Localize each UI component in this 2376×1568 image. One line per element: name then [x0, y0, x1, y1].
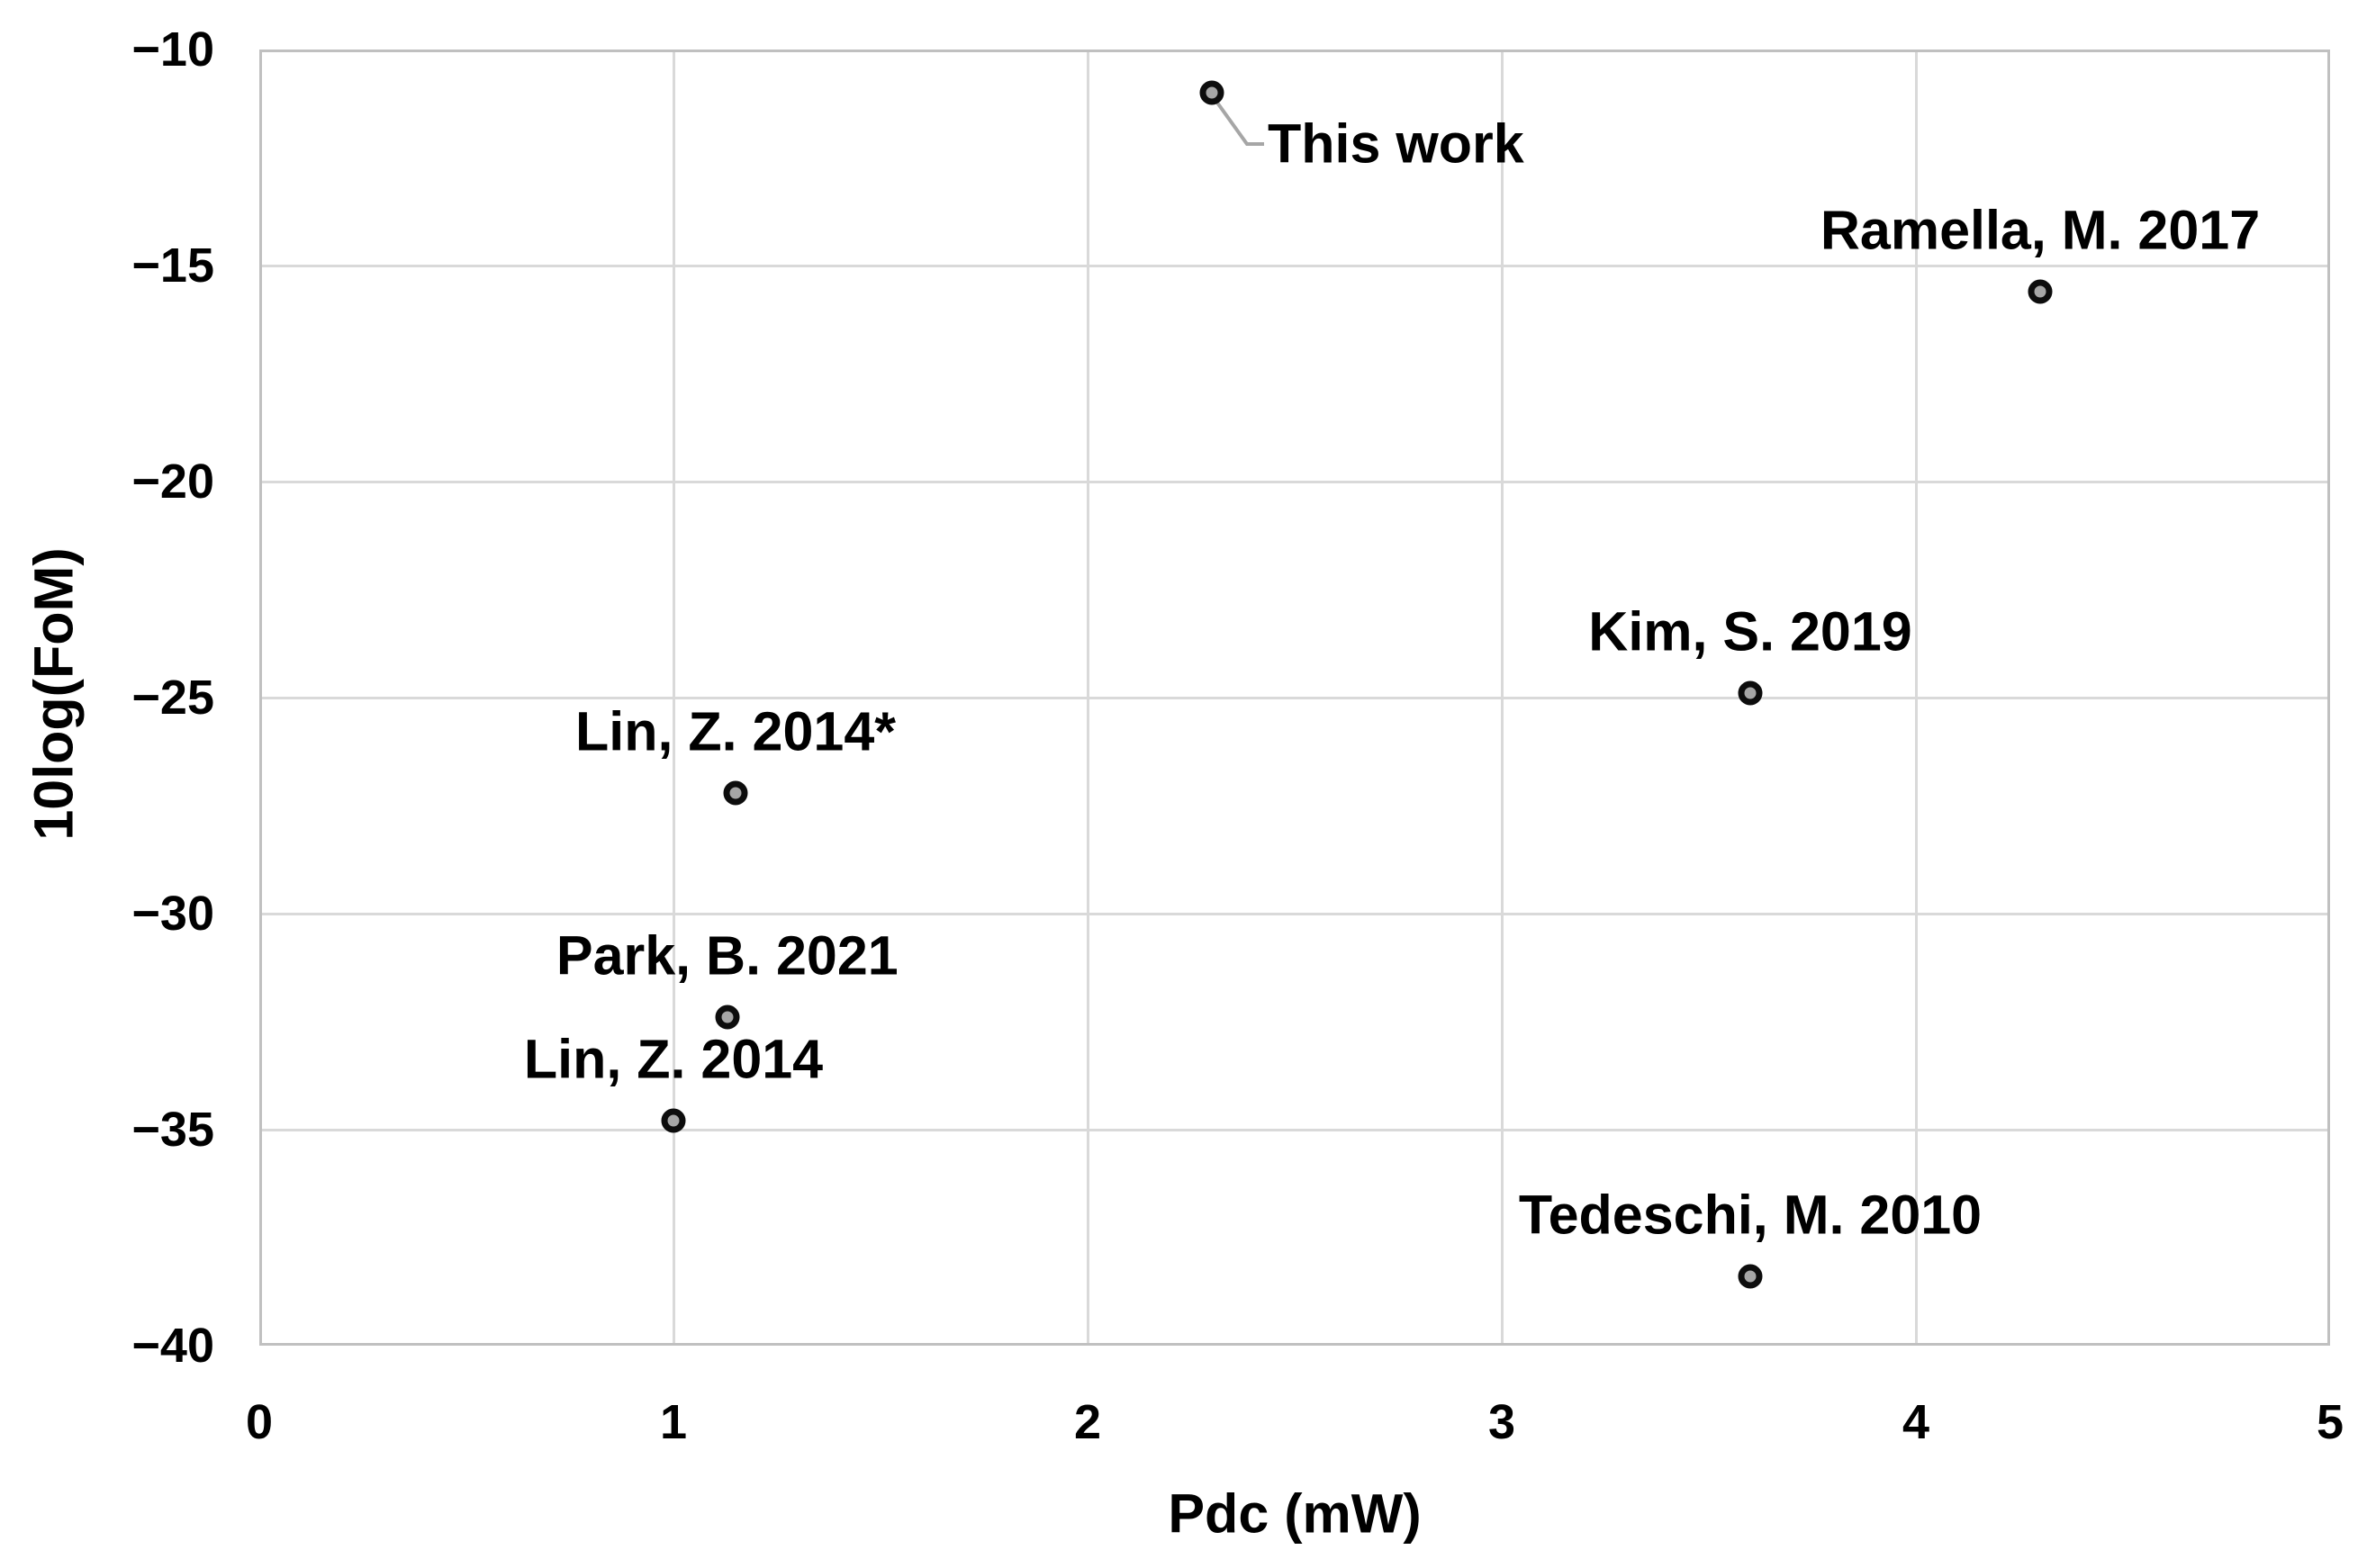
data-point-label: Ramella, M. 2017 — [1820, 199, 2261, 261]
data-point-label: Park, B. 2021 — [556, 924, 899, 987]
data-point — [2028, 279, 2053, 304]
y-axis-title: 10log(FoM) — [23, 547, 85, 841]
data-point — [715, 1005, 740, 1030]
data-point — [1199, 80, 1224, 105]
gridline-horizontal — [262, 912, 2327, 915]
gridline-horizontal — [262, 696, 2327, 699]
y-axis-tick-label: −10 — [131, 23, 214, 77]
data-point-label: Lin, Z. 2014* — [575, 700, 896, 762]
data-point — [661, 1108, 686, 1133]
gridline-horizontal — [262, 480, 2327, 483]
gridline-horizontal — [262, 264, 2327, 267]
x-axis-tick-label: 0 — [245, 1395, 274, 1449]
data-point — [1738, 680, 1763, 706]
data-point-label: Lin, Z. 2014 — [523, 1028, 824, 1090]
data-point-label: This work — [1268, 113, 1524, 175]
y-axis-tick-label: −40 — [131, 1319, 214, 1373]
x-axis-title: Pdc (mW) — [1168, 1482, 1422, 1545]
y-axis-tick-label: −15 — [131, 239, 214, 293]
x-axis-tick-label: 3 — [1487, 1395, 1516, 1449]
data-point — [723, 780, 748, 806]
x-axis-tick-label: 2 — [1073, 1395, 1102, 1449]
x-axis-tick-label: 4 — [1902, 1395, 1930, 1449]
plot-area — [259, 50, 2330, 1346]
x-axis-tick-label: 1 — [659, 1395, 688, 1449]
y-axis-tick-label: −25 — [131, 671, 214, 725]
data-point — [1738, 1264, 1763, 1289]
y-axis-tick-label: −20 — [131, 455, 214, 509]
y-axis-tick-label: −30 — [131, 887, 214, 941]
data-point-label: Kim, S. 2019 — [1588, 600, 1912, 662]
x-axis-tick-label: 5 — [2316, 1395, 2344, 1449]
gridline-horizontal — [262, 1128, 2327, 1131]
data-point-label: Tedeschi, M. 2010 — [1518, 1184, 1983, 1246]
y-axis-tick-label: −35 — [131, 1103, 214, 1157]
